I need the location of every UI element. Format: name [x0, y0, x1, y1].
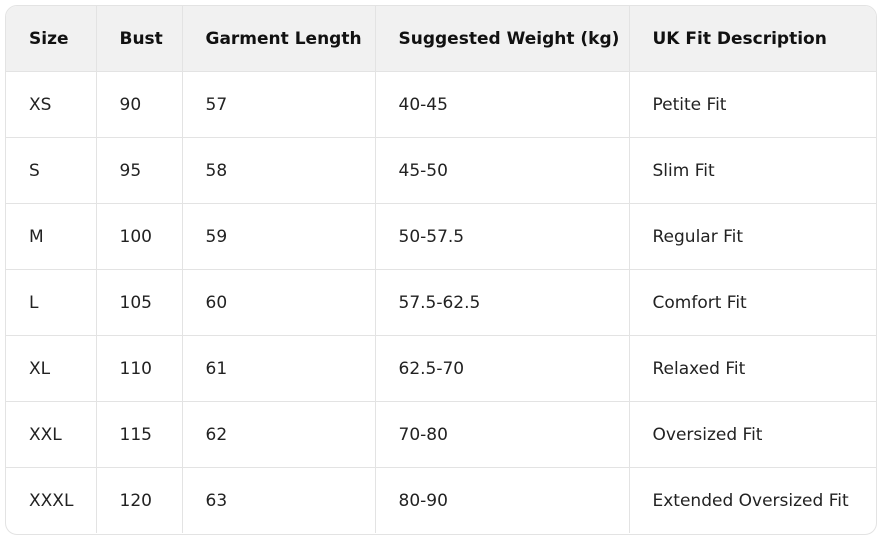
table-cell: 70-80 [375, 401, 630, 468]
table-row: S 95 58 45-50 Slim Fit [6, 137, 876, 204]
table-cell: 80-90 [375, 467, 630, 533]
table-cell: Extended Oversized Fit [652, 490, 849, 511]
size-chart-table: Size Bust Garment Length Suggested Weight (… [6, 6, 876, 533]
table-cell: 110 [96, 335, 183, 402]
column-header: UK Fit Description [629, 6, 876, 72]
table-cell: XS [6, 71, 97, 138]
table-cell: 90 [96, 71, 183, 138]
table-cell: XXL [6, 401, 97, 468]
column-header: Suggested Weight (kg) [375, 6, 630, 72]
table-cell: Petite Fit [629, 71, 876, 138]
table-cell: 100 [96, 203, 183, 270]
table-cell: 105 [96, 269, 183, 336]
table-cell: Regular Fit [629, 203, 876, 270]
table-cell: 59 [182, 203, 376, 270]
table-row: XXXL 120 63 80-90 Extended Oversized Fit [6, 467, 876, 533]
column-header: Bust [96, 6, 183, 72]
table-cell: Oversized Fit [629, 401, 876, 468]
table-cell: 50-57.5 [375, 203, 630, 270]
table-row: XS 90 57 40-45 Petite Fit [6, 71, 876, 138]
table-cell: 60 [182, 269, 376, 336]
column-header: Garment Length [182, 6, 376, 72]
table-cell: 45-50 [375, 137, 630, 204]
header-row: Size Bust Garment Length Suggested Weight (… [6, 6, 876, 72]
table-cell: Slim Fit [629, 137, 876, 204]
table-cell: 63 [182, 467, 376, 533]
size-chart-table-container: Size Bust Garment Length Suggested Weight (… [5, 5, 877, 535]
table-cell: Comfort Fit [629, 269, 876, 336]
table-cell: 115 [96, 401, 183, 468]
table-cell: 61 [182, 335, 376, 402]
table-row: M 100 59 50-57.5 Regular Fit [6, 203, 876, 270]
table-cell: M [6, 203, 97, 270]
table-row: XXL 115 62 70-80 Oversized Fit [6, 401, 876, 468]
table-cell: 58 [182, 137, 376, 204]
table-cell: 62.5-70 [375, 335, 630, 402]
table-cell: 95 [96, 137, 183, 204]
table-cell: 120 [96, 467, 183, 533]
table-cell: 57.5-62.5 [375, 269, 630, 336]
table-cell: S [6, 137, 97, 204]
table-cell: 40-45 [375, 71, 630, 138]
table-cell: XXXL [6, 467, 97, 533]
table-row: L 105 60 57.5-62.5 Comfort Fit [6, 269, 876, 336]
table-cell: 62 [182, 401, 376, 468]
table-row: XL 110 61 62.5-70 Relaxed Fit [6, 335, 876, 402]
table-cell: L [6, 269, 97, 336]
table-cell: Relaxed Fit [629, 335, 876, 402]
table-cell: XL [6, 335, 97, 402]
column-header: Size [6, 6, 97, 72]
table-cell: 57 [182, 71, 376, 138]
